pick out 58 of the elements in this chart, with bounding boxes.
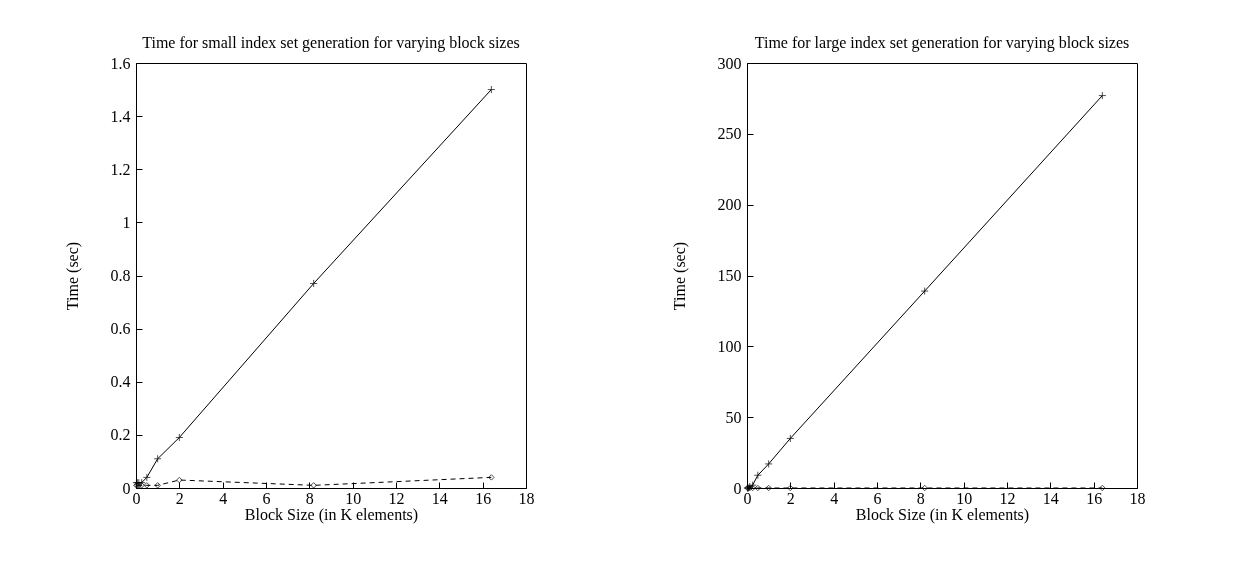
y-tick-label: 100 — [717, 337, 742, 355]
y-tick-label: 50 — [725, 408, 742, 426]
point — [1099, 484, 1106, 492]
y-tick-label: 1.2 — [110, 160, 131, 178]
x-tick-label: 2 — [786, 489, 795, 507]
y-tick-label: 150 — [717, 267, 742, 284]
y-tick-label: 0.6 — [110, 320, 131, 338]
y-tick-label: 1.4 — [110, 107, 131, 125]
x-tick-label: 12 — [388, 489, 405, 507]
point — [753, 471, 762, 480]
point — [1098, 91, 1107, 100]
y-tick-label: 0.2 — [110, 426, 131, 444]
point — [142, 473, 151, 482]
y-tick-label: 0.4 — [110, 373, 131, 391]
point — [309, 279, 318, 288]
x-tick-label: 8 — [305, 489, 314, 507]
x-tick-label: 18 — [518, 489, 535, 507]
point — [153, 454, 162, 463]
x-tick-label: 16 — [475, 489, 492, 507]
point — [920, 287, 929, 296]
x-tick-label: 6 — [262, 489, 271, 507]
y-axis-title: Time (sec) — [670, 241, 689, 311]
point — [754, 484, 762, 492]
y-tick-label: 300 — [717, 54, 742, 72]
x-tick-label: 4 — [830, 489, 839, 507]
x-tick-label: 2 — [175, 489, 184, 507]
x-axis-title: Block Size (in K elements) — [855, 505, 1030, 524]
x-axis-title: Block Size (in K elements) — [244, 505, 419, 524]
y-tick-label: 0.8 — [110, 267, 131, 284]
y-tick-label: 1.6 — [110, 54, 131, 72]
x-tick-label: 10 — [956, 489, 973, 507]
x-tick-label: 10 — [345, 489, 362, 507]
point — [786, 434, 795, 443]
point — [138, 482, 145, 489]
y-tick-label: 1 — [122, 213, 131, 231]
x-tick-label: 12 — [999, 489, 1016, 507]
x-tick-label: 14 — [1042, 489, 1059, 507]
x-tick-label: 8 — [916, 489, 925, 507]
point — [143, 482, 151, 489]
point — [488, 474, 495, 481]
point — [764, 459, 773, 468]
point — [487, 85, 496, 94]
y-tick-label: 200 — [717, 196, 742, 214]
x-tick-label: 18 — [1129, 489, 1146, 507]
y-axis-title: Time (sec) — [63, 241, 82, 311]
point — [175, 433, 184, 442]
point — [765, 484, 772, 492]
point — [921, 484, 928, 492]
x-tick-label: 6 — [873, 489, 882, 507]
chart-title: Time for small index set generation for varying block sizes — [142, 34, 520, 52]
y-tick-label: 250 — [717, 125, 742, 143]
x-tick-label: 16 — [1086, 489, 1103, 507]
point — [154, 482, 161, 489]
x-tick-label: 4 — [219, 489, 228, 507]
point — [176, 476, 183, 484]
x-tick-label: 14 — [431, 489, 448, 507]
chart-title: Time for large index set generation for varying block sizes — [754, 34, 1130, 52]
point — [310, 482, 317, 489]
